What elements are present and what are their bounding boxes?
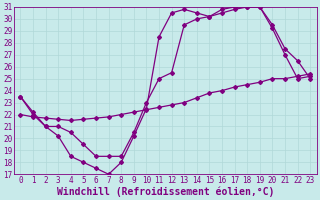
X-axis label: Windchill (Refroidissement éolien,°C): Windchill (Refroidissement éolien,°C) [57, 186, 274, 197]
